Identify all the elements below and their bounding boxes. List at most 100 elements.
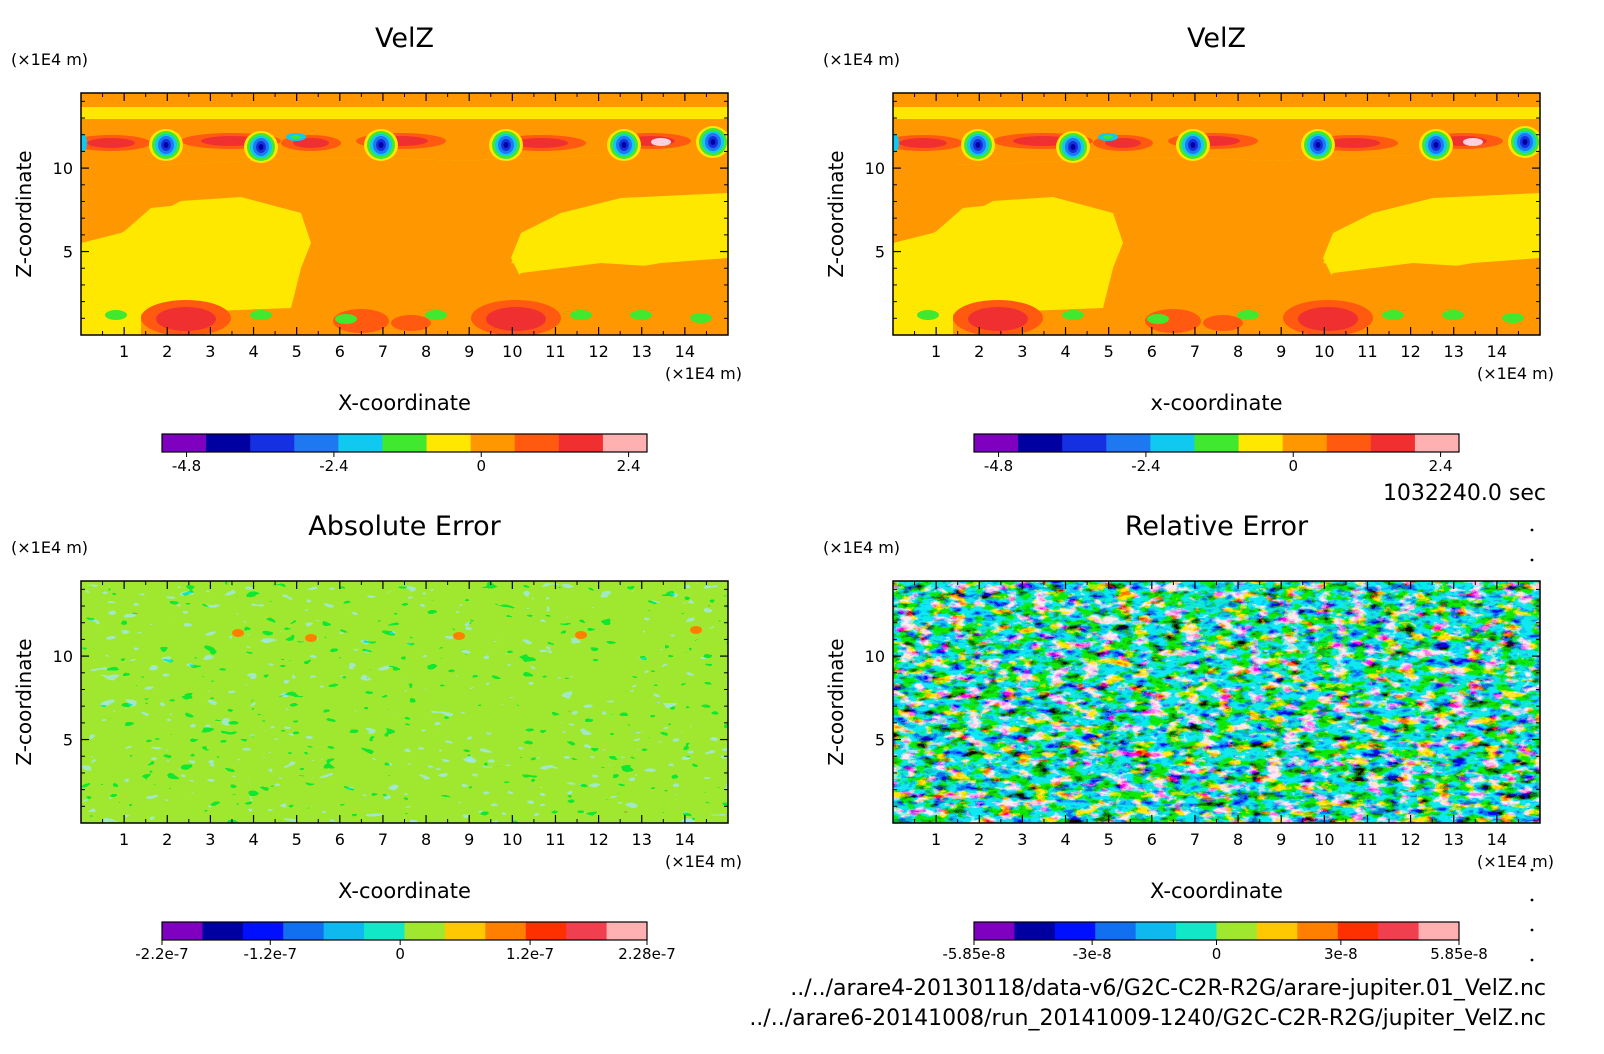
colorbar-swatch: [250, 434, 295, 452]
marker-dot: [1530, 868, 1534, 872]
x-tick-label: 13: [632, 342, 652, 361]
field-red-streak: [1326, 138, 1380, 148]
x-tick-label: 14: [1487, 830, 1507, 849]
y-tick-label: 10: [865, 647, 885, 666]
colorbar-swatch: [1238, 434, 1284, 452]
x-tick-label: 9: [1276, 830, 1286, 849]
error-hot-spot: [305, 634, 317, 642]
y-unit-label: (×1E4 m): [11, 50, 88, 69]
field-green-blob: [425, 310, 447, 320]
x-tick-label: 12: [588, 342, 608, 361]
x-tick-label: 8: [1233, 830, 1243, 849]
y-tick-label: 5: [875, 243, 885, 262]
field-vortex-core: [621, 142, 627, 148]
y-tick-label: 5: [63, 243, 73, 262]
x-tick-label: 13: [1444, 342, 1464, 361]
y-tick-label: 5: [63, 731, 73, 750]
x-tick-label: 14: [1487, 342, 1507, 361]
x-unit-label: (×1E4 m): [1477, 364, 1554, 383]
colorbar: -2.2e-7 -1.2e-7 0 1.2e-7 2.28e-7: [135, 921, 676, 963]
colorbar-swatch: [1150, 434, 1195, 452]
file-path-2: ../../arare6-20141008/run_20141009-1240/…: [749, 1006, 1546, 1031]
colorbar-swatch: [470, 434, 516, 452]
colorbar-swatch: [1062, 434, 1107, 452]
colorbar-swatch: [1418, 922, 1460, 940]
panel-1: VelZ(×1E4 m)1 2 3 4 5 6 7 8 9 10 11 12 13 14510Z-coor…: [11, 23, 742, 475]
file-path-1: ../../arare4-20130118/data-v6/G2C-C2R-R2…: [790, 976, 1546, 1001]
field-green-blob: [250, 310, 272, 320]
y-tick-label: 10: [53, 159, 73, 178]
colorbar-swatch: [602, 434, 648, 452]
x-tick-label: 1: [119, 830, 129, 849]
colorbar-swatch: [1054, 922, 1096, 940]
x-tick-label: 11: [545, 342, 565, 361]
x-axis-label: X-coordinate: [1150, 879, 1283, 903]
colorbar-label: 3e-8: [1324, 945, 1358, 963]
field-vortex-core: [710, 139, 716, 145]
x-tick-label: 4: [248, 342, 258, 361]
x-tick-label: 2: [974, 830, 984, 849]
colorbar-swatch: [1135, 922, 1177, 940]
x-tick-label: 2: [162, 342, 172, 361]
x-tick-label: 7: [378, 342, 388, 361]
field-yellow-region: [923, 201, 1118, 293]
y-axis-label: Z-coordinate: [12, 638, 36, 765]
colorbar-swatch: [1106, 434, 1151, 452]
colorbar-frame: [161, 921, 648, 941]
x-tick-label: 3: [1017, 342, 1027, 361]
colorbar-swatch: [206, 434, 251, 452]
field-green-blob: [1502, 313, 1524, 323]
x-tick-label: 4: [1060, 830, 1070, 849]
colorbar-swatch: [1018, 434, 1063, 452]
field-yellow-region: [893, 258, 963, 318]
x-tick-label: 13: [632, 830, 652, 849]
marker-dot: [1530, 528, 1534, 532]
field-yellow-region: [1323, 211, 1540, 268]
x-tick-label: 3: [1017, 830, 1027, 849]
field-red-streak: [514, 138, 568, 148]
x-tick-label: 8: [421, 342, 431, 361]
x-tick-label: 4: [248, 830, 258, 849]
colorbar-label: 2.28e-7: [618, 945, 676, 963]
field-cyan-spot: [291, 135, 301, 139]
error-field: [893, 581, 1540, 823]
x-tick-label: 12: [588, 830, 608, 849]
colorbar-swatch: [606, 922, 648, 940]
colorbar-swatch: [558, 434, 604, 452]
panel-title: VelZ: [1187, 23, 1246, 54]
colorbar-label: -4.8: [172, 457, 201, 475]
x-tick-label: 12: [1400, 342, 1420, 361]
colorbar-label: 0: [395, 945, 405, 963]
field-green-blob: [1237, 310, 1259, 320]
field-red-spot: [968, 307, 1028, 331]
y-unit-label: (×1E4 m): [823, 50, 900, 69]
colorbar-swatch: [1095, 922, 1137, 940]
field-cyan-spot: [1103, 135, 1113, 139]
x-tick-label: 9: [1276, 342, 1286, 361]
error-hot-spot: [690, 626, 702, 634]
colorbar-swatch: [283, 922, 325, 940]
field-red-spot: [1203, 315, 1243, 331]
field-vortex-core: [1522, 139, 1528, 145]
colorbar-swatch: [514, 434, 560, 452]
x-tick-label: 2: [162, 830, 172, 849]
y-tick-label: 10: [53, 647, 73, 666]
field-vortex-core: [163, 142, 169, 148]
field-red-spot: [156, 307, 216, 331]
colorbar-swatch: [426, 434, 472, 452]
colorbar-swatch: [485, 922, 527, 940]
panel-title: Absolute Error: [308, 511, 501, 542]
field-orange-band: [81, 119, 728, 123]
colorbar-swatch: [294, 434, 339, 452]
y-unit-label: (×1E4 m): [11, 538, 88, 557]
x-tick-label: 11: [1357, 830, 1377, 849]
x-tick-label: 2: [974, 342, 984, 361]
colorbar-swatch: [1194, 434, 1240, 452]
field-red-spot: [1298, 307, 1358, 331]
error-hot-spot: [453, 632, 465, 640]
x-tick-label: 11: [1357, 342, 1377, 361]
field-green-blob: [335, 314, 357, 324]
colorbar-label: 5.85e-8: [1430, 945, 1488, 963]
field-vortex-edge: [81, 133, 87, 153]
x-tick-label: 10: [1314, 342, 1334, 361]
